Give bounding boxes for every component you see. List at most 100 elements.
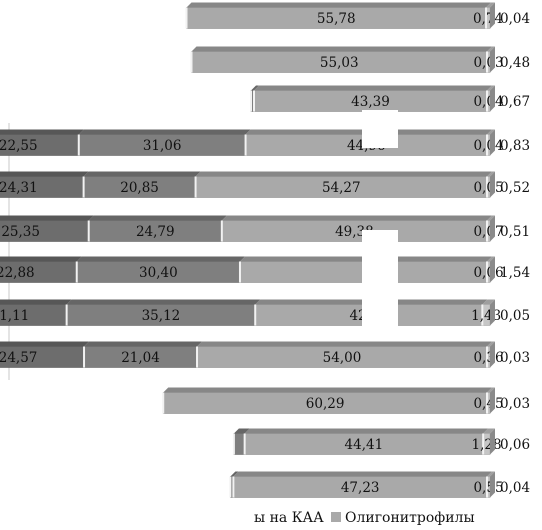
bar-top-row6-s3 xyxy=(221,215,492,221)
bar-label-row12-s3: 47,23 xyxy=(341,480,380,496)
bar-side-row12 xyxy=(490,471,495,498)
bar-label-row11-s4: 1,28 xyxy=(472,437,502,453)
outside-label-row12: 0,04 xyxy=(500,480,530,496)
outside-label-row6: 0,51 xyxy=(500,224,530,240)
bar-label-row12-s4: 0,55 xyxy=(473,480,503,496)
bar-label-row6-s4: 0,07 xyxy=(473,224,503,240)
bar-side-row1 xyxy=(490,2,495,29)
bar-label-row3-s3: 43,39 xyxy=(351,94,390,110)
bar-label-row3-s4: 0,04 xyxy=(473,94,503,110)
bar-label-row9-s1: 24,57 xyxy=(0,350,37,366)
outside-label-row9: 0,03 xyxy=(500,350,530,366)
bar-top-row7-s2 xyxy=(76,256,245,262)
bar-label-row9-s3: 54,00 xyxy=(323,350,362,366)
bar-label-row4-s4: 0,04 xyxy=(473,138,503,154)
bar-label-row9-s4: 0,36 xyxy=(473,350,503,366)
bar-label-row8-s2: 35,12 xyxy=(142,308,181,324)
bar-top-row5-s4 xyxy=(487,171,495,177)
outside-label-row8: 0,05 xyxy=(500,308,530,324)
outside-label-row5: 0,52 xyxy=(500,180,530,196)
outside-label-row7: 1,54 xyxy=(500,265,530,281)
bar-top-row9-s1 xyxy=(0,341,90,347)
bar-side-row3 xyxy=(490,85,495,112)
bar-top-row9-s2 xyxy=(84,341,203,347)
bar-side-row4 xyxy=(490,129,495,156)
bar-top-row12-s4 xyxy=(487,471,495,477)
bar-top-row1-s4 xyxy=(486,2,495,8)
bar-label-row5-s4: 0,05 xyxy=(473,180,503,196)
bar-label-row5-s3: 54,27 xyxy=(322,180,361,196)
bar-top-row12-s2 xyxy=(230,471,239,477)
legend: ы на КАА Олигонитрофилы xyxy=(254,510,475,526)
legend-swatch-oligonitrophiles xyxy=(331,512,341,522)
bar-side-row5 xyxy=(490,171,495,198)
outside-label-row4: 0,83 xyxy=(500,138,530,154)
bar-label-row10-s3: 60,29 xyxy=(306,396,345,412)
bar-label-row7-s2: 30,40 xyxy=(139,265,178,281)
bar-side-row9 xyxy=(490,341,495,368)
bar-label-row2-s4: 0,03 xyxy=(473,55,503,71)
outside-label-row2: 0,48 xyxy=(500,55,530,71)
bar-top-row7-s1 xyxy=(0,256,82,262)
bar-side-row2 xyxy=(490,46,495,73)
legend-label-kaa: ы на КАА xyxy=(254,510,324,526)
outside-label-row11: 0,06 xyxy=(500,437,530,453)
bar-label-row4-s1: 22,55 xyxy=(0,138,38,154)
bar-label-row6-s2: 24,79 xyxy=(136,224,175,240)
bar-label-row1-s4: 0,74 xyxy=(473,11,503,27)
bar-top-row1-s3 xyxy=(186,2,492,8)
outside-label-row3: 0,67 xyxy=(500,94,530,110)
bar-top-row2-s4 xyxy=(487,46,495,52)
bar-top-row7-s4 xyxy=(487,256,495,262)
bar-top-row3-s3 xyxy=(253,85,492,91)
white-patch-1 xyxy=(362,110,398,148)
bar-segment-row11-s2 xyxy=(233,433,245,455)
bar-label-row8-s1: 21,11 xyxy=(0,308,29,324)
bar-top-row8-s4 xyxy=(482,299,495,305)
bar-label-row4-s2: 31,06 xyxy=(143,138,182,154)
bar-side-row8 xyxy=(490,299,495,326)
outside-label-row10: 0,03 xyxy=(500,396,530,412)
bar-top-row6-s4 xyxy=(487,215,495,221)
bar-label-row11-s3: 44,41 xyxy=(345,437,384,453)
bar-label-row5-s2: 20,85 xyxy=(120,180,159,196)
bar-label-row7-s1: 22,88 xyxy=(0,265,35,281)
bar-top-row5-s3 xyxy=(195,171,492,177)
outside-label-row1: 0,04 xyxy=(500,11,530,27)
bar-top-row5-s1 xyxy=(0,171,89,177)
bar-top-row5-s2 xyxy=(83,171,201,177)
bar-label-row6-s1: 25,35 xyxy=(1,224,40,240)
bar-top-row4-s4 xyxy=(487,129,495,135)
white-patch-2 xyxy=(362,230,398,330)
bar-label-row7-s4: 0,06 xyxy=(473,265,503,281)
bar-side-row10 xyxy=(490,387,495,414)
bar-top-row11-s4 xyxy=(483,428,495,434)
bar-top-row8-s2 xyxy=(66,299,261,305)
occluding-patches xyxy=(362,110,398,330)
bar-side-row7 xyxy=(490,256,495,283)
bar-label-row2-s3: 55,03 xyxy=(320,55,359,71)
bar-top-row12-s3 xyxy=(233,471,493,477)
legend-label-oligonitrophiles: Олигонитрофилы xyxy=(345,510,475,526)
bar-top-row2-s3 xyxy=(191,46,493,52)
bar-top-row4-s2 xyxy=(78,129,251,135)
bar-label-row9-s2: 21,04 xyxy=(121,350,160,366)
bar-top-row6-s1 xyxy=(0,215,94,221)
bar-top-row3-s4 xyxy=(487,85,495,91)
bar-top-row11-s3 xyxy=(244,428,489,434)
bar-top-row6-s2 xyxy=(88,215,227,221)
bar-label-row5-s1: 24,31 xyxy=(0,180,38,196)
bar-top-row9-s3 xyxy=(197,341,492,347)
bar-side-row11 xyxy=(490,428,495,455)
bar-top-row10-s3 xyxy=(163,387,492,393)
bar-label-row1-s3: 55,78 xyxy=(317,11,356,27)
bar-top-row3-s2 xyxy=(250,85,259,91)
bar-label-row10-s4: 0,45 xyxy=(473,396,503,412)
bar-top-row10-s4 xyxy=(487,387,495,393)
bar-top-row8-s1 xyxy=(0,299,72,305)
bar-label-row8-s4: 1,43 xyxy=(471,308,501,324)
bar-top-row9-s4 xyxy=(487,341,495,347)
bar-top-row4-s1 xyxy=(0,129,84,135)
